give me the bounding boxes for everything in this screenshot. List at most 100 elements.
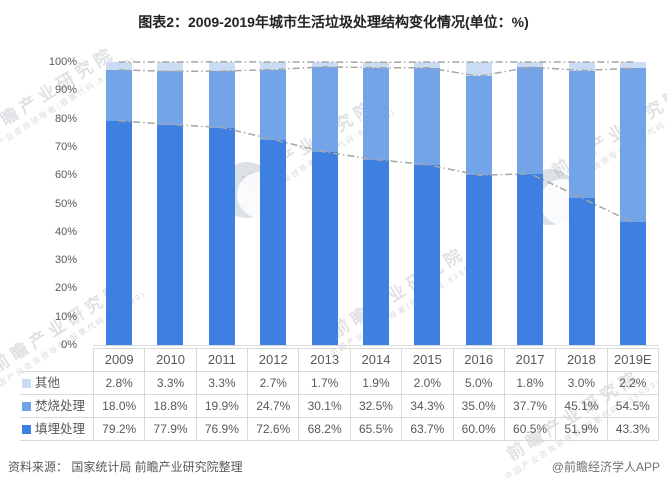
app-credit: @前瞻经济学人APP	[551, 460, 660, 474]
table-value-cell: 54.5%	[606, 394, 660, 418]
year-header-cell: 2019E	[606, 348, 660, 372]
bar-segment-incineration	[208, 71, 235, 128]
bar-column-2014	[350, 62, 401, 345]
bar-segment-other	[208, 62, 235, 72]
table-value-cell: 63.7%	[401, 417, 454, 441]
table-value-cell: 24.7%	[247, 394, 300, 418]
bar-segment-other	[362, 62, 389, 68]
bar-column-2010	[144, 62, 195, 345]
table-value-cell: 1.9%	[349, 371, 403, 395]
table-value-cell: 2.2%	[606, 371, 660, 395]
bar-segment-landfill	[311, 152, 338, 345]
bar-segment-incineration	[620, 68, 647, 223]
table-value-cell: 2.0%	[401, 371, 454, 395]
bar-segment-other	[465, 62, 492, 77]
table-value-cell: 1.7%	[298, 371, 351, 395]
bar-segment-other	[157, 62, 184, 72]
year-header-cell: 2010	[144, 348, 197, 372]
chart-plot	[93, 60, 659, 346]
table-value-cell: 30.1%	[298, 394, 351, 418]
year-header-cell: 2017	[503, 348, 557, 372]
year-header-cell: 2012	[247, 348, 300, 372]
table-value-cell: 18.0%	[92, 394, 146, 418]
trend-line-cumulative-1	[118, 120, 634, 224]
year-header-cell: 2016	[452, 348, 505, 372]
year-header-cell: 2018	[555, 348, 608, 372]
bar-segment-landfill	[414, 164, 441, 345]
y-axis-tick-label: 0%	[61, 339, 77, 351]
table-row: 焚烧处理 18.0% 18.8% 19.9% 24.7% 30.1% 32.5% 34.3% 3…	[20, 394, 660, 418]
bar-segment-incineration	[517, 67, 544, 174]
y-axis-tick-label: 60%	[54, 169, 77, 181]
bar-segment-incineration	[157, 71, 184, 125]
bar-segment-incineration	[465, 76, 492, 176]
trend-lines-overlay	[118, 60, 634, 224]
bar-segment-other	[105, 62, 132, 70]
source-note: 资料来源： 国家统计局 前瞻产业研究院整理	[8, 460, 243, 474]
table-value-cell: 68.2%	[298, 417, 351, 441]
legend-swatch-icon	[22, 425, 31, 434]
legend-label: 其他	[35, 376, 61, 390]
table-value-cell: 2.8%	[92, 371, 146, 395]
table-value-cell: 72.6%	[247, 417, 300, 441]
bar-segment-incineration	[105, 69, 132, 121]
table-value-cell: 60.0%	[452, 417, 505, 441]
bar-column-2011	[196, 62, 247, 345]
bar-segment-other	[517, 62, 544, 68]
y-axis: 100% 90% 80% 70% 60% 50% 40% 30% 20% 10% 0%	[0, 56, 85, 351]
table-value-cell: 65.5%	[349, 417, 403, 441]
year-header-cell: 2011	[195, 348, 249, 372]
table-value-cell: 34.3%	[401, 394, 454, 418]
table-value-cell: 19.9%	[195, 394, 249, 418]
bar-column-2018	[556, 62, 607, 345]
bar-segment-landfill	[465, 175, 492, 345]
trend-line-cumulative-2	[118, 66, 634, 77]
legend-label: 填埋处理	[35, 422, 86, 436]
legend-item: 其他	[20, 371, 94, 395]
bar-column-2015	[402, 62, 453, 345]
bar-segment-landfill	[208, 127, 235, 345]
bar-column-2016	[453, 62, 504, 345]
bar-segment-incineration	[568, 70, 595, 199]
table-row: 填埋处理 79.2% 77.9% 76.9% 72.6% 68.2% 65.5% 63.7% 6…	[20, 417, 660, 441]
table-corner-cell	[20, 348, 94, 372]
bar-segment-other	[568, 62, 595, 71]
chart-title: 图表2：2009-2019年城市生活垃圾处理结构变化情况(单位：%)	[138, 14, 529, 30]
y-axis-tick-label: 70%	[54, 141, 77, 153]
bar-segment-landfill	[362, 159, 389, 345]
table-value-cell: 76.9%	[195, 417, 249, 441]
y-axis-tick-label: 90%	[54, 84, 77, 96]
y-axis-tick-label: 100%	[48, 56, 77, 68]
table-value-cell: 3.3%	[144, 371, 197, 395]
bar-segment-landfill	[517, 173, 544, 345]
bar-column-2019E	[608, 62, 659, 345]
y-axis-tick-label: 20%	[54, 282, 77, 294]
bar-column-2017	[505, 62, 556, 345]
footer: 资料来源： 国家统计局 前瞻产业研究院整理 @前瞻经济学人APP	[8, 458, 660, 475]
y-axis-tick-label: 30%	[54, 254, 77, 266]
trend-line-cumulative-3	[118, 60, 634, 64]
table-value-cell: 18.8%	[144, 394, 197, 418]
bar-segment-incineration	[260, 69, 287, 140]
bar-segment-other	[620, 62, 647, 69]
legend-swatch-icon	[22, 402, 31, 411]
table-value-cell: 37.7%	[503, 394, 557, 418]
bar-column-2013	[299, 62, 350, 345]
bar-series-container	[93, 62, 659, 345]
table-value-cell: 79.2%	[92, 417, 146, 441]
bar-segment-landfill	[157, 124, 184, 345]
year-header-cell: 2014	[349, 348, 403, 372]
table-value-cell: 32.5%	[349, 394, 403, 418]
bar-segment-other	[311, 62, 338, 67]
table-value-cell: 45.1%	[555, 394, 608, 418]
year-header-cell: 2013	[298, 348, 351, 372]
data-table: 2009 2010 2011 2012 2013 2014 2015 2016 2017 2018…	[20, 348, 660, 441]
bar-segment-other	[260, 62, 287, 70]
table-value-cell: 3.3%	[195, 371, 249, 395]
bar-segment-other	[414, 62, 441, 68]
y-axis-tick-label: 50%	[54, 198, 77, 210]
table-value-cell: 43.3%	[606, 417, 660, 441]
bar-segment-landfill	[105, 120, 132, 345]
legend-label: 焚烧处理	[35, 399, 86, 413]
